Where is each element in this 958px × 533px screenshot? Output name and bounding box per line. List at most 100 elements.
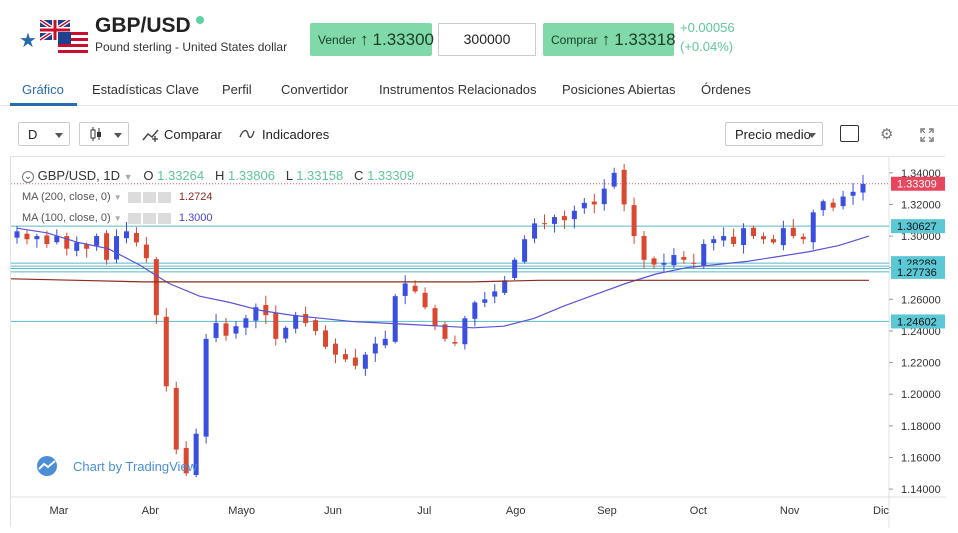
y-tick-label: 1.30000: [901, 231, 941, 243]
candle-body: [561, 216, 567, 221]
chevron-down-icon: [55, 133, 63, 138]
chart-toolbar: D Comparar Indicadores Precio medio ⚙: [0, 118, 958, 154]
high-label: H: [214, 168, 225, 183]
tab-perfil[interactable]: Perfil: [222, 82, 252, 97]
candle-body: [253, 307, 259, 321]
candle-body: [482, 299, 488, 303]
ohlc-legend: ⌄ GBP/USD, 1D ▼ O 1.33264 H 1.33806 L 1.…: [22, 168, 414, 183]
candle-body: [502, 280, 508, 293]
instrument-tabs: Gráfico Estadísticas Clave Perfil Conver…: [0, 76, 958, 106]
chevron-down-icon[interactable]: ▼: [113, 193, 122, 202]
candle-body: [790, 227, 796, 237]
candle-body: [163, 316, 169, 387]
y-tick-label: 1.22000: [901, 358, 941, 370]
candle-body: [143, 244, 149, 259]
indicators-button[interactable]: Indicadores: [262, 127, 330, 142]
close-icon[interactable]: [157, 212, 171, 224]
tradingview-watermark[interactable]: Chart by TradingView: [32, 455, 197, 477]
price-tag-label: 1.33309: [897, 179, 937, 191]
candle-body: [442, 324, 448, 339]
low-value: 1.33158: [296, 168, 344, 183]
compare-button[interactable]: Comparar: [164, 127, 222, 142]
candle-body: [840, 196, 846, 207]
screenshot-checkbox-icon[interactable]: [840, 125, 859, 142]
sell-button[interactable]: Vender ↑ 1.33300: [310, 23, 434, 56]
gear-icon[interactable]: [142, 212, 156, 224]
candle-body: [830, 202, 836, 208]
tab-convertidor[interactable]: Convertidor: [281, 82, 349, 97]
gear-icon[interactable]: [142, 191, 156, 203]
x-tick-label: Nov: [780, 505, 800, 517]
candle-body: [293, 315, 299, 329]
candlestick-icon: [90, 127, 101, 141]
tab-posiciones[interactable]: Posiciones Abiertas: [562, 82, 676, 97]
quantity-input[interactable]: 300000: [438, 23, 536, 56]
tab-grafico[interactable]: Gráfico: [22, 82, 64, 97]
ma100-line: [16, 227, 870, 329]
chevron-down-icon[interactable]: ▼: [113, 214, 122, 223]
candle-body: [64, 236, 70, 249]
interval-select[interactable]: D: [18, 122, 70, 146]
close-label: C: [354, 168, 364, 183]
candle-body: [74, 242, 80, 251]
price-chart[interactable]: 1.340001.320001.300001.280001.260001.240…: [10, 157, 946, 528]
candle-body: [641, 236, 647, 260]
tab-estadisticas[interactable]: Estadísticas Clave: [92, 82, 199, 97]
chevron-down-icon: [808, 133, 816, 138]
candle-body: [651, 258, 657, 265]
change-percent: (+0.04%): [680, 39, 734, 54]
candle-body: [671, 255, 677, 266]
buy-arrow-icon: ↑: [601, 29, 611, 49]
instrument-subtitle: Pound sterling - United States dollar: [95, 40, 288, 54]
candle-body: [382, 338, 388, 346]
close-icon[interactable]: [157, 191, 171, 203]
candle-body: [522, 239, 528, 262]
candle-body: [512, 259, 518, 278]
favorite-star-icon[interactable]: ★: [19, 30, 37, 52]
ma100-value: 1.3000: [178, 212, 213, 224]
buy-price: 1.33318: [614, 29, 676, 49]
x-tick-label: Dic: [873, 505, 889, 517]
compare-icon[interactable]: [142, 127, 160, 143]
candle-body: [34, 236, 40, 240]
candle-body: [860, 183, 866, 193]
ma200-label: MA (200, close, 0): [22, 191, 111, 203]
fullscreen-icon[interactable]: [920, 128, 934, 142]
candle-body: [820, 201, 826, 211]
tab-ordenes[interactable]: Órdenes: [701, 82, 751, 97]
tab-instrumentos[interactable]: Instrumentos Relacionados: [379, 82, 537, 97]
candle-body: [661, 262, 667, 265]
price-tag-bg: [891, 219, 945, 234]
candle-body: [542, 223, 548, 225]
candle-body: [213, 323, 219, 338]
candle-body: [263, 304, 269, 316]
candle-body: [751, 227, 757, 237]
chevron-down-icon[interactable]: ▼: [123, 172, 133, 182]
candle-body: [472, 302, 478, 319]
x-tick-label: Mar: [50, 505, 69, 517]
candle-body: [800, 236, 806, 240]
y-tick-label: 1.18000: [901, 421, 941, 433]
eye-icon[interactable]: [127, 191, 141, 203]
candle-body: [123, 231, 129, 239]
cloud-icon: [37, 456, 57, 476]
candle-body: [601, 188, 607, 205]
price-tag-label: 1.24602: [897, 316, 937, 328]
price-mode-select[interactable]: Precio medio: [725, 122, 823, 146]
candle-body: [770, 239, 776, 243]
buy-button[interactable]: Comprar ↑ 1.33318: [543, 23, 676, 56]
indicators-icon[interactable]: [239, 129, 255, 139]
candle-body: [412, 285, 418, 292]
x-tick-label: Sep: [597, 505, 617, 517]
x-tick-label: Mayo: [228, 505, 255, 517]
y-tick-label: 1.32000: [901, 199, 941, 211]
chart-type-select[interactable]: [79, 122, 129, 146]
chart-area[interactable]: 1.340001.320001.300001.280001.260001.240…: [10, 156, 946, 528]
candle-body: [342, 354, 348, 360]
candle-body: [303, 313, 309, 324]
collapse-legend-icon[interactable]: ⌄: [22, 170, 34, 183]
ma100-legend: MA (100, close, 0) ▼ 1.3000: [22, 212, 213, 224]
gear-icon[interactable]: ⚙: [880, 126, 894, 143]
interval-value: D: [28, 126, 38, 142]
eye-icon[interactable]: [127, 212, 141, 224]
